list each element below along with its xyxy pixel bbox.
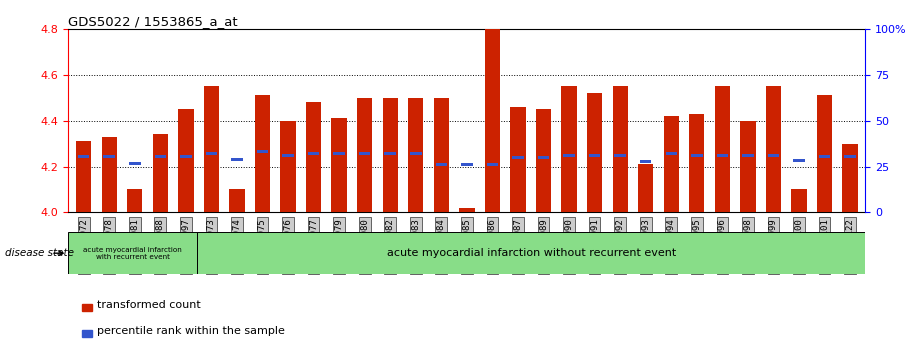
Bar <box>536 109 551 212</box>
Bar <box>197 232 865 274</box>
Bar <box>792 189 806 212</box>
Bar <box>359 152 371 155</box>
Bar <box>486 163 498 166</box>
Text: acute myocardial infarction
with recurrent event: acute myocardial infarction with recurre… <box>83 247 182 260</box>
Bar <box>510 107 526 212</box>
Bar <box>68 232 197 274</box>
Bar <box>485 29 500 212</box>
Bar <box>741 121 755 212</box>
Bar <box>766 86 781 212</box>
Bar <box>512 156 524 159</box>
Bar <box>663 116 679 212</box>
Bar <box>461 163 473 166</box>
Bar <box>817 95 833 212</box>
Bar <box>537 156 549 159</box>
Bar <box>640 160 651 163</box>
Bar <box>129 162 140 164</box>
Bar <box>153 134 168 212</box>
Text: disease state: disease state <box>5 248 74 258</box>
Bar <box>717 154 728 156</box>
Bar <box>408 98 424 212</box>
Bar <box>82 303 92 311</box>
Bar <box>179 109 193 212</box>
Bar <box>614 154 626 156</box>
Bar <box>255 95 271 212</box>
Bar <box>793 159 804 162</box>
Bar <box>638 164 653 212</box>
Text: GDS5022 / 1553865_a_at: GDS5022 / 1553865_a_at <box>68 15 238 28</box>
Bar <box>308 152 320 155</box>
Text: transformed count: transformed count <box>97 300 200 310</box>
Bar <box>666 152 677 155</box>
Bar <box>384 152 396 155</box>
Bar <box>742 154 753 156</box>
Bar <box>76 141 91 212</box>
Bar <box>104 155 115 158</box>
Bar <box>333 152 345 155</box>
Bar <box>101 137 117 212</box>
Bar <box>281 121 296 212</box>
Bar <box>78 155 89 158</box>
Bar <box>306 102 322 212</box>
Bar <box>459 208 475 212</box>
Bar <box>231 158 242 161</box>
Bar <box>82 330 92 337</box>
Bar <box>689 114 704 212</box>
Bar <box>257 150 268 153</box>
Bar <box>230 189 245 212</box>
Text: percentile rank within the sample: percentile rank within the sample <box>97 326 284 337</box>
Bar <box>434 98 449 212</box>
Bar <box>843 144 858 212</box>
Bar <box>357 98 373 212</box>
Bar <box>155 155 166 158</box>
Bar <box>561 86 577 212</box>
Bar <box>715 86 730 212</box>
Bar <box>332 118 347 212</box>
Bar <box>383 98 398 212</box>
Bar <box>589 154 600 156</box>
Bar <box>768 154 779 156</box>
Bar <box>563 154 575 156</box>
Bar <box>691 154 702 156</box>
Bar <box>204 86 219 212</box>
Text: acute myocardial infarction without recurrent event: acute myocardial infarction without recu… <box>386 248 676 258</box>
Bar <box>587 93 602 212</box>
Bar <box>206 152 217 155</box>
Bar <box>410 152 422 155</box>
Bar <box>819 155 830 158</box>
Bar <box>128 189 142 212</box>
Bar <box>180 155 191 158</box>
Bar <box>612 86 628 212</box>
Bar <box>435 163 447 166</box>
Bar <box>282 154 293 156</box>
Bar <box>844 155 855 158</box>
